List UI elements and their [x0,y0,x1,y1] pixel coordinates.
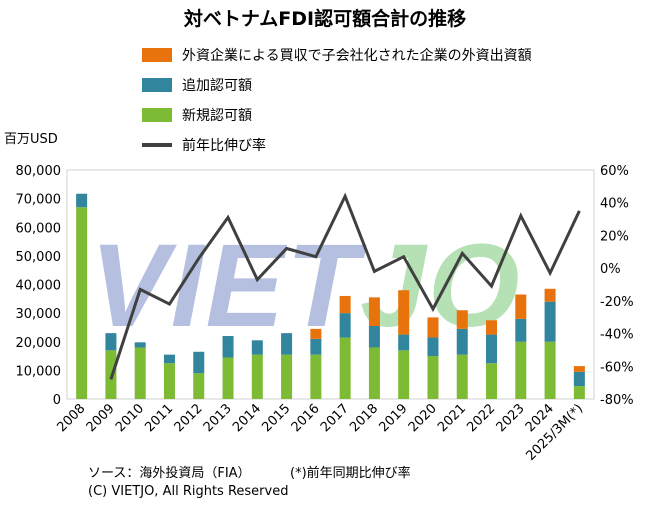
x-tick-label: 2018 [347,401,381,435]
y-left-tick-label: 60,000 [16,221,62,236]
bar-ma [456,310,468,329]
bar-additional [544,301,556,342]
x-tick-label: 2020 [406,401,440,435]
bar-additional [486,334,498,364]
x-tick-label: 2011 [142,401,176,435]
bar-ma [573,366,585,372]
x-tick-label: 2017 [318,401,352,435]
x-tick-label: 2012 [172,401,206,435]
bar-additional [368,326,380,348]
bar-new [368,347,380,399]
bar-ma [486,320,498,335]
y-right-tick-label: 40% [600,197,629,212]
bar-new [573,386,585,399]
y-right-tick-label: -20% [600,295,634,310]
footnote: (*)前年同期比伸び率 [290,466,411,481]
legend-label-new: 新規認可額 [182,108,252,124]
bar-ma [544,288,556,302]
x-tick-label: 2010 [113,401,147,435]
bar-ma [368,297,380,327]
x-tick-label: 2019 [377,401,411,435]
bar-ma [398,290,410,335]
bar-new [76,207,88,399]
bar-ma [310,328,322,339]
y-left-tick-label: 0 [53,393,61,408]
bar-ma [339,295,351,314]
bar-additional [134,342,146,348]
y-right-tick-label: -40% [600,328,634,343]
bar-new [456,354,468,399]
bar-new [310,354,322,399]
chart-title: 対ベトナムFDI認可額合計の推移 [183,8,467,30]
y-right-tick-label: 20% [600,229,629,244]
bar-new [427,356,439,399]
bar-additional [456,328,468,355]
copyright-note: (C) VIETJO, All Rights Reserved [88,484,289,499]
bar-new [281,354,293,399]
legend-item-new: 新規認可額 [142,106,252,124]
bar-ma [427,317,439,338]
y-right-tick-label: -80% [600,393,634,408]
bar-new [486,363,498,399]
bar-new [134,347,146,399]
y-right-tick-label: 0% [600,262,621,277]
bar-additional [398,334,410,351]
legend-item-ma: 外資企業による買収で子会社化された企業の外資出資額 [142,46,532,64]
x-tick-label: 2022 [464,401,498,435]
bar-new [339,337,351,399]
y-left-tick-label: 70,000 [16,193,62,208]
x-tick-label: 2009 [84,401,118,435]
x-tick-label: 2015 [259,401,293,435]
y-right-tick-label: 60% [600,164,629,179]
x-tick-label: 2021 [435,401,469,435]
legend-label-growth: 前年比伸び率 [182,138,266,154]
bar-new [544,341,556,399]
bar-additional [310,338,322,355]
plot-area-border [66,169,595,400]
bar-new [193,373,205,399]
bar-additional [515,318,527,342]
y-left-tick-label: 30,000 [16,307,62,322]
bar-additional [222,336,234,358]
bar-additional [163,354,175,364]
bar-additional [281,333,293,355]
legend-swatch-growth [142,143,172,147]
x-tick-label: 2023 [494,401,528,435]
y-right-tick-label: -60% [600,360,634,375]
bar-new [163,363,175,399]
legend-swatch-new [142,108,172,122]
legend-swatch-additional [142,78,172,92]
x-tick-label: 2014 [230,401,264,435]
bar-additional [76,193,88,208]
bar-new [515,341,527,399]
y-left-tick-label: 20,000 [16,336,62,351]
y-left-tick-label: 50,000 [16,250,62,265]
bar-new [222,357,234,399]
x-tick-label: 2013 [201,401,235,435]
legend-label-ma: 外資企業による買収で子会社化された企業の外資出資額 [182,48,532,64]
bar-additional [105,333,117,351]
bar-additional [427,337,439,357]
legend-item-growth: 前年比伸び率 [142,136,266,154]
legend-label-additional: 追加認可額 [182,78,252,94]
legend-swatch-ma [142,48,172,62]
bar-additional [251,340,263,355]
bar-new [251,354,263,399]
y-axis-unit-label: 百万USD [4,132,58,147]
bar-additional [573,371,585,387]
legend-item-additional: 追加認可額 [142,76,252,94]
x-tick-label: 2016 [289,401,323,435]
bar-additional [339,313,351,338]
bar-new [398,350,410,399]
bar-ma [515,294,527,319]
bar-additional [193,351,205,374]
y-left-tick-label: 80,000 [16,164,62,179]
y-left-tick-label: 10,000 [16,364,62,379]
source-note: ソース：海外投資局（FIA） [88,466,251,481]
y-left-tick-label: 40,000 [16,279,62,294]
